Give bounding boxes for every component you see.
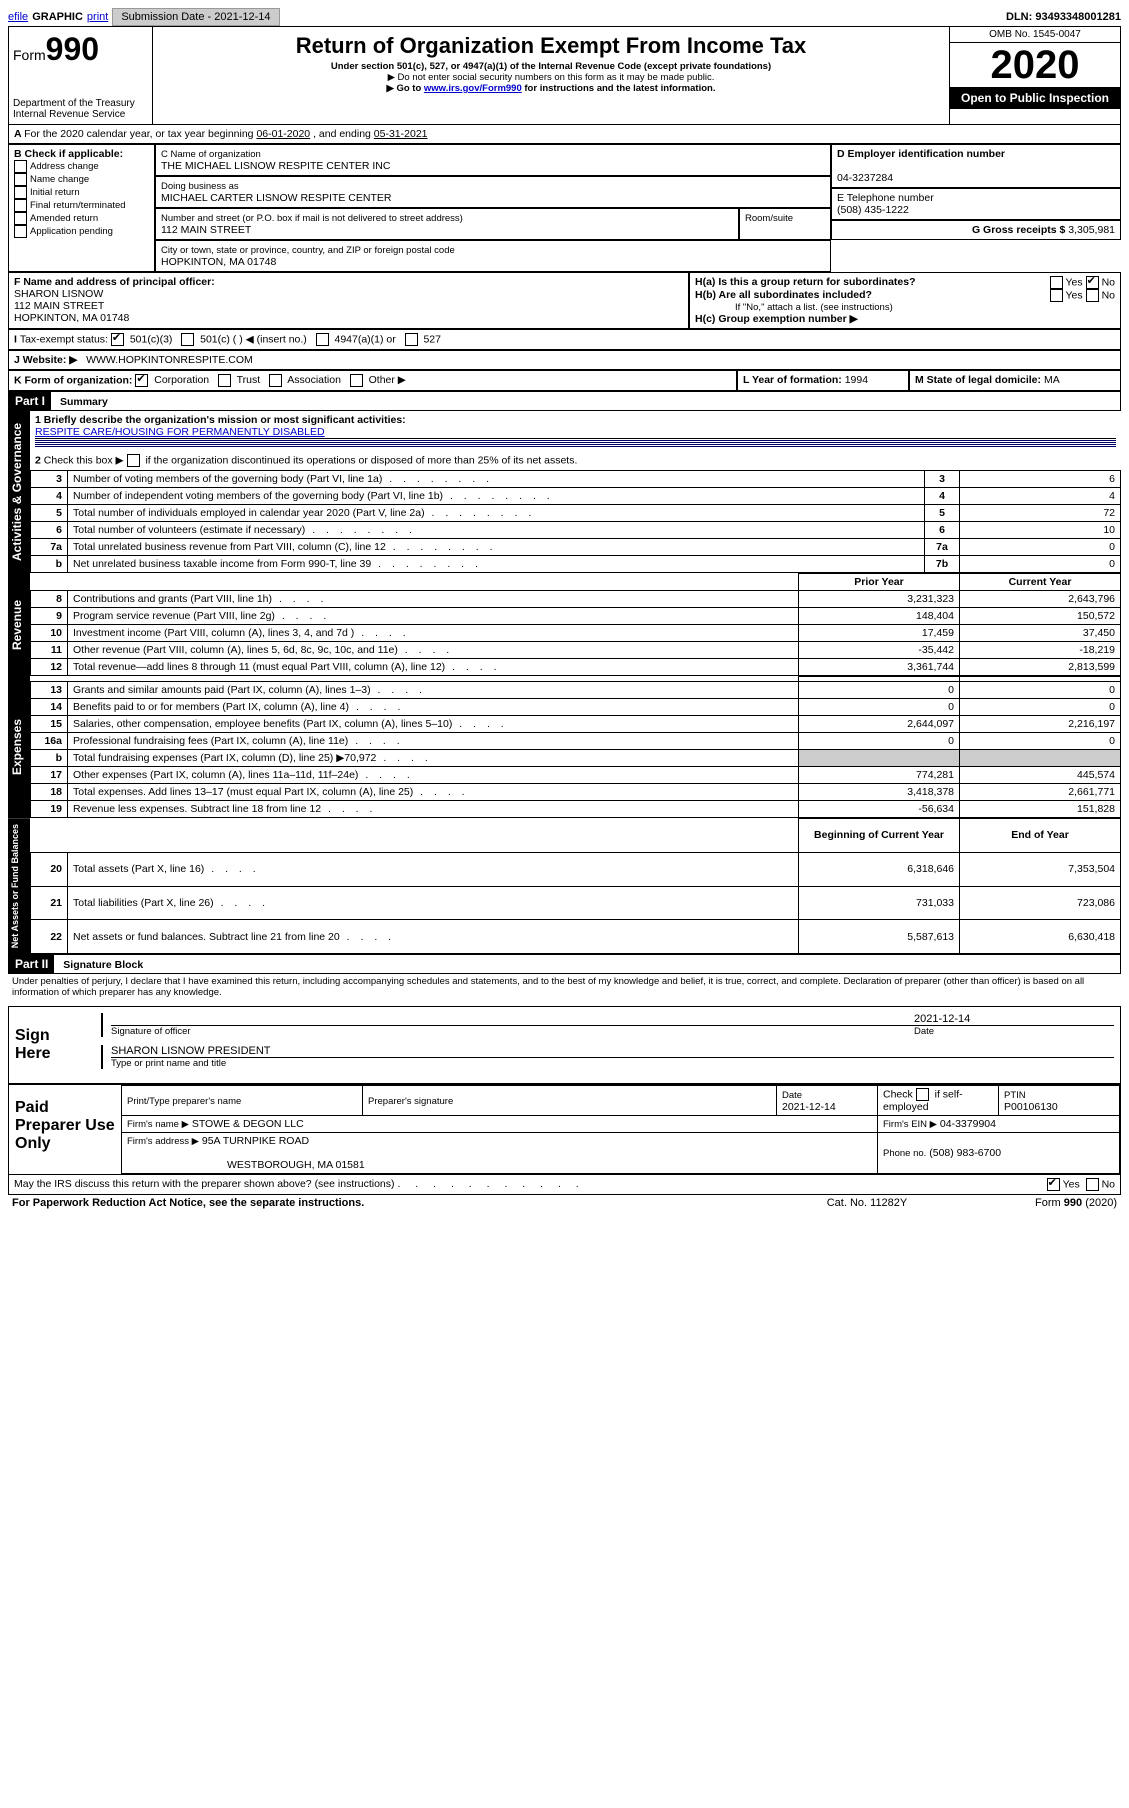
box-h: H(a) Is this a group return for subordin… bbox=[689, 272, 1121, 329]
irs-label: Internal Revenue Service bbox=[13, 109, 148, 120]
date-label: Date bbox=[914, 1026, 1114, 1037]
part1-header: Part I bbox=[9, 392, 51, 410]
discuss-question: May the IRS discuss this return with the… bbox=[14, 1178, 1047, 1191]
box-f-officer: F Name and address of principal officer:… bbox=[8, 272, 689, 329]
governance-table: 3Number of voting members of the governi… bbox=[30, 470, 1121, 573]
checkbox-application-pending[interactable]: Application pending bbox=[14, 225, 149, 238]
cat-no: Cat. No. 11282Y bbox=[767, 1197, 967, 1209]
checkbox-address-change[interactable]: Address change bbox=[14, 160, 149, 173]
tax-year: 2020 bbox=[950, 43, 1120, 87]
tab-net-assets: Net Assets or Fund Balances bbox=[8, 818, 30, 954]
print-link[interactable]: print bbox=[87, 11, 108, 23]
form-number: Form990 bbox=[13, 31, 148, 68]
checkbox-name-change[interactable]: Name change bbox=[14, 173, 149, 186]
sign-here-label: Sign Here bbox=[9, 1007, 91, 1083]
box-i-status: I Tax-exempt status: 501(c)(3) 501(c) ( … bbox=[8, 329, 1121, 350]
sig-officer-label: Signature of officer bbox=[111, 1026, 914, 1037]
q2-discontinued: 2 Check this box ▶ if the organization d… bbox=[30, 451, 1121, 470]
box-g-receipts: G Gross receipts $ 3,305,981 bbox=[831, 220, 1121, 240]
form-note-link: ▶ Go to www.irs.gov/Form990 for instruct… bbox=[157, 83, 945, 94]
omb-number: OMB No. 1545-0047 bbox=[950, 27, 1120, 43]
box-b: B Check if applicable: Address changeNam… bbox=[8, 144, 155, 272]
checkbox-amended-return[interactable]: Amended return bbox=[14, 212, 149, 225]
officer-name: SHARON LISNOW PRESIDENT bbox=[111, 1045, 1114, 1058]
revenue-table: Prior YearCurrent Year8Contributions and… bbox=[30, 573, 1121, 676]
discuss-answer: Yes No bbox=[1047, 1178, 1115, 1191]
tab-governance: Activities & Governance bbox=[8, 411, 30, 573]
q1-mission: 1 Briefly describe the organization's mi… bbox=[30, 411, 1121, 451]
type-name-label: Type or print name and title bbox=[111, 1058, 1114, 1069]
box-c-name: C Name of organization THE MICHAEL LISNO… bbox=[155, 144, 831, 176]
part2-title: Signature Block bbox=[57, 959, 143, 971]
part2-header: Part II bbox=[9, 955, 54, 973]
box-e-phone: E Telephone number (508) 435-1222 bbox=[831, 188, 1121, 220]
form-footer: Form 990 (2020) bbox=[967, 1197, 1117, 1209]
checkbox-final-return-terminated[interactable]: Final return/terminated bbox=[14, 199, 149, 212]
box-j-website: J Website: ▶ WWW.HOPKINTONRESPITE.COM bbox=[8, 350, 1121, 370]
submission-date-button[interactable]: Submission Date - 2021-12-14 bbox=[112, 8, 279, 26]
open-to-public: Open to Public Inspection bbox=[950, 87, 1120, 109]
checkbox-initial-return[interactable]: Initial return bbox=[14, 186, 149, 199]
box-k-org: K Form of organization: Corporation Trus… bbox=[8, 370, 737, 391]
efile-link[interactable]: efile bbox=[8, 11, 28, 23]
form-note-ssn: ▶ Do not enter social security numbers o… bbox=[157, 72, 945, 83]
box-l-year: L Year of formation: 1994 bbox=[737, 370, 909, 391]
tab-expenses: Expenses bbox=[8, 676, 30, 818]
tax-period: A For the 2020 calendar year, or tax yea… bbox=[8, 125, 1121, 144]
preparer-table: Print/Type preparer's name Preparer's si… bbox=[121, 1085, 1120, 1174]
tab-revenue: Revenue bbox=[8, 573, 30, 676]
box-m-state: M State of legal domicile: MA bbox=[909, 370, 1121, 391]
sign-date: 2021-12-14 bbox=[914, 1013, 1114, 1025]
part1-title: Summary bbox=[54, 396, 108, 408]
box-c-city: City or town, state or province, country… bbox=[155, 240, 831, 272]
form-subtitle: Under section 501(c), 527, or 4947(a)(1)… bbox=[157, 61, 945, 72]
dln-label: DLN: 93493348001281 bbox=[1006, 11, 1121, 23]
mission-link[interactable]: RESPITE CARE/HOUSING FOR PERMANENTLY DIS… bbox=[35, 426, 325, 438]
form-title: Return of Organization Exempt From Incom… bbox=[157, 33, 945, 59]
room-suite: Room/suite bbox=[739, 208, 831, 240]
top-bar: efile GRAPHIC print Submission Date - 20… bbox=[8, 8, 1121, 26]
irs-gov-link[interactable]: www.irs.gov/Form990 bbox=[424, 83, 522, 94]
box-d-ein: D Employer identification number 04-3237… bbox=[831, 144, 1121, 188]
paid-preparer-label: Paid Preparer Use Only bbox=[9, 1085, 121, 1174]
declaration-text: Under penalties of perjury, I declare th… bbox=[8, 974, 1121, 1000]
expenses-table: 13Grants and similar amounts paid (Part … bbox=[30, 676, 1121, 818]
paperwork-notice: For Paperwork Reduction Act Notice, see … bbox=[12, 1197, 767, 1209]
dept-label: Department of the Treasury bbox=[13, 98, 148, 109]
net-assets-table: Beginning of Current YearEnd of Year20To… bbox=[30, 818, 1121, 954]
graphic-label: GRAPHIC bbox=[32, 11, 83, 23]
form-header: Form990 Department of the Treasury Inter… bbox=[8, 26, 1121, 125]
box-c-dba: Doing business as MICHAEL CARTER LISNOW … bbox=[155, 176, 831, 208]
box-c-address: Number and street (or P.O. box if mail i… bbox=[155, 208, 739, 240]
